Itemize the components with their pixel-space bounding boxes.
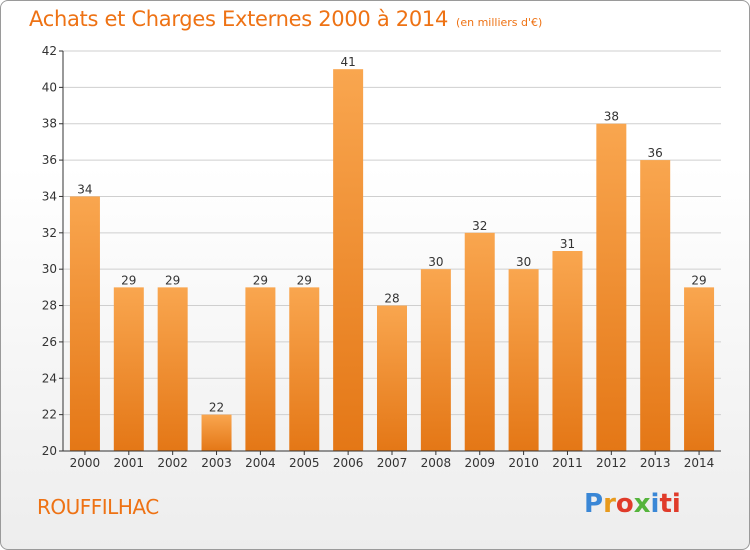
y-tick-label: 42 [42, 44, 57, 58]
value-labels: 34 29 29 22 29 29 41 28 30 32 30 31 38 36 29 [77, 55, 706, 414]
y-tick-label: 36 [42, 153, 57, 167]
x-tick-label-2007: 2007 [377, 456, 408, 470]
bar-2002 [157, 287, 188, 451]
x-tick-label-2000: 2000 [70, 456, 101, 470]
bar-2013 [640, 160, 671, 451]
bar-2008 [420, 269, 451, 451]
x-tick-label-2010: 2010 [508, 456, 539, 470]
x-tick-label-2011: 2011 [552, 456, 583, 470]
value-label-2006: 41 [340, 55, 355, 69]
bar-2010 [508, 269, 539, 451]
value-label-2005: 29 [297, 273, 312, 287]
logo-letter-2: r [603, 489, 616, 519]
logo-letter-4: x [633, 489, 651, 519]
value-label-2007: 28 [384, 292, 399, 306]
y-tick-label: 22 [42, 408, 57, 422]
bar-2003 [201, 414, 232, 451]
proxiti-logo: Proxiti [584, 489, 681, 519]
bar-2006 [333, 69, 364, 451]
value-label-2009: 32 [472, 219, 487, 233]
chart-title-text: Achats et Charges Externes 2000 à 2014 [29, 7, 449, 31]
axes [59, 50, 721, 455]
y-tick-label: 28 [42, 299, 57, 313]
x-tick-label-2001: 2001 [114, 456, 145, 470]
value-label-2010: 30 [516, 255, 531, 269]
city-name: ROUFFILHAC [37, 495, 159, 519]
y-tick-label: 32 [42, 226, 57, 240]
value-label-2003: 22 [209, 401, 224, 415]
x-tick-label-2005: 2005 [289, 456, 320, 470]
logo-letter-3: o [615, 489, 634, 519]
x-tick-label-2013: 2013 [640, 456, 671, 470]
chart-subtitle: (en milliers d'€) [456, 16, 543, 29]
x-tick-labels: 2000 2001 2002 2003 2004 2005 2006 2007 2008 2009… [70, 456, 715, 470]
x-tick-label-2008: 2008 [421, 456, 452, 470]
logo-letter-6: ti [659, 489, 681, 519]
x-tick-label-2003: 2003 [201, 456, 232, 470]
y-tick-label: 20 [42, 444, 57, 458]
bars [69, 69, 715, 452]
y-tick-label: 24 [42, 371, 57, 385]
bar-2001 [113, 287, 144, 451]
y-tick-label: 38 [42, 117, 57, 131]
bar-2007 [377, 305, 407, 451]
value-label-2012: 38 [604, 110, 619, 124]
chart-title: Achats et Charges Externes 2000 à 2014 (e… [29, 7, 542, 31]
y-tick-labels: 20 22 24 26 28 30 32 34 36 38 40 42 [42, 44, 57, 458]
value-label-2008: 30 [428, 255, 443, 269]
x-tick-label-2014: 2014 [684, 456, 715, 470]
y-tick-label: 26 [42, 335, 57, 349]
bar-2012 [596, 123, 627, 452]
bar-2014 [684, 287, 715, 451]
y-tick-label: 40 [42, 80, 57, 94]
value-label-2000: 34 [77, 182, 92, 196]
bar-2000 [69, 196, 100, 451]
x-tick-label-2002: 2002 [157, 456, 188, 470]
value-label-2004: 29 [253, 273, 268, 287]
logo-letter-5: i [650, 489, 660, 519]
value-label-2011: 31 [560, 237, 575, 251]
bar-2004 [245, 287, 276, 451]
x-tick-label-2006: 2006 [333, 456, 364, 470]
bar-2011 [552, 251, 583, 451]
y-tick-label: 30 [42, 262, 57, 276]
value-label-2014: 29 [691, 273, 706, 287]
bar-2005 [289, 287, 320, 451]
value-label-2001: 29 [121, 273, 136, 287]
bar-2009 [464, 232, 495, 451]
y-tick-label: 34 [42, 189, 57, 203]
x-tick-label-2009: 2009 [464, 456, 495, 470]
x-tick-label-2012: 2012 [596, 456, 627, 470]
value-label-2013: 36 [648, 146, 663, 160]
logo-letter-1: P [584, 489, 604, 519]
x-tick-label-2004: 2004 [245, 456, 276, 470]
value-label-2002: 29 [165, 273, 180, 287]
